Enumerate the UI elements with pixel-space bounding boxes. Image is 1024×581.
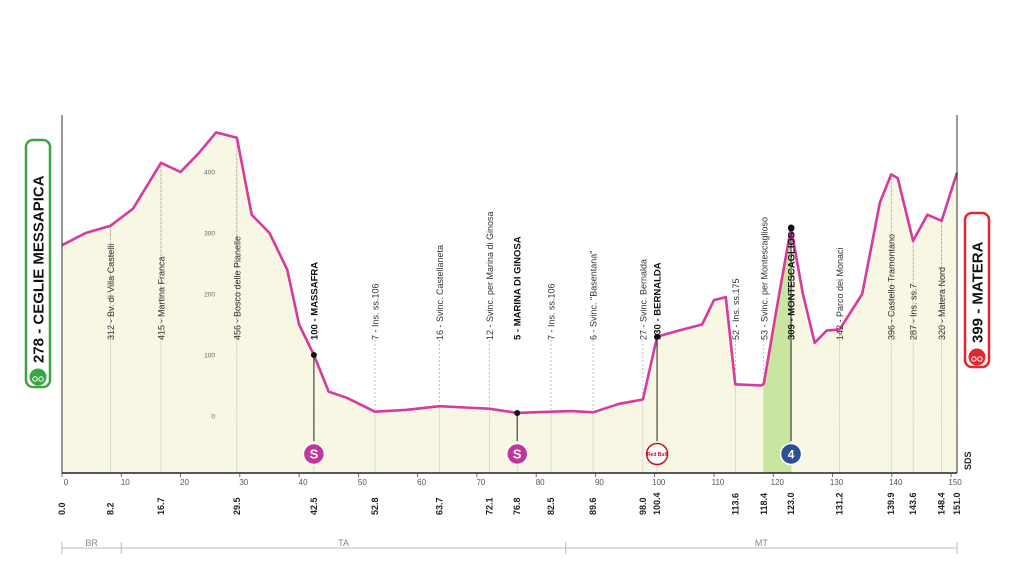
waypoint-label: 100 - MASSAFRA	[309, 262, 320, 340]
position-label: 148.4	[937, 492, 947, 515]
km-tick-label: 110	[712, 478, 725, 487]
waypoint-label: 142 - Parco dei Monaci	[835, 247, 845, 340]
km-tick-label: 40	[299, 478, 308, 487]
sprint-marker-icon	[302, 442, 326, 466]
altitude-tick-label: 300	[204, 231, 215, 238]
waypoint-label: 7 - Ins. ss.106	[546, 283, 556, 340]
position-label: 151.0	[952, 492, 962, 515]
marker-dot	[654, 333, 661, 340]
km-tick-label: 0	[64, 478, 69, 487]
waypoint-label: 53 - Svinc. per Montescaglioso	[759, 217, 769, 340]
region-label: MT	[755, 538, 768, 548]
bonus-marker-icon	[645, 442, 669, 466]
position-label: 63.7	[435, 497, 445, 515]
position-label: 131.2	[835, 492, 845, 515]
sprint-marker-icon	[505, 442, 529, 466]
position-label: 16.7	[156, 497, 166, 515]
km-tick-label: 60	[417, 478, 426, 487]
km-tick-label: 140	[889, 478, 903, 487]
waypoint-label-layer: 312 - Bv. di Villa Castelli 415 - Martina…	[106, 211, 947, 340]
waypoint-label: 415 - Martina Franca	[156, 256, 166, 340]
km-tick-label: 50	[358, 478, 367, 487]
km-tick-label: 30	[239, 478, 248, 487]
position-label: 98.0	[638, 497, 648, 515]
km-tick-label: 20	[180, 478, 189, 487]
waypoint-label: 320 - Matera Nord	[937, 267, 947, 340]
region-label: TA	[338, 538, 349, 548]
position-label: 123.0	[786, 492, 796, 515]
km-tick-label: 80	[536, 478, 545, 487]
start-bike-wheel-icon	[32, 376, 38, 382]
finish-bike-wheel-icon	[977, 356, 983, 362]
altitude-tick-label: 400	[204, 170, 215, 177]
position-label: 118.4	[759, 493, 769, 515]
climb-marker-icon	[779, 442, 803, 466]
profile-line	[61, 131, 959, 415]
position-label: 52.8	[370, 497, 380, 515]
marker-dot	[310, 352, 317, 358]
finish-bike-icon	[968, 348, 986, 366]
start-box	[24, 138, 52, 389]
km-tick-label: 90	[595, 478, 604, 487]
position-label: 89.6	[588, 497, 598, 515]
finish-box	[963, 211, 991, 369]
waypoint-label: 52 - Ins. ss.175	[731, 278, 741, 340]
profile-fill-layer	[62, 132, 957, 473]
waypoint-label: 12 - Svinc. per Marina di Ginosa	[485, 211, 495, 340]
waypoint-label: 6 - Svinc. "Basentana"	[589, 251, 599, 340]
marker-dot	[514, 409, 521, 416]
finish-bike-wheel-icon	[971, 356, 977, 362]
position-label: 72.1	[484, 497, 494, 515]
waypoint-label: 396 - Castello Tramontano	[887, 234, 897, 340]
km-tick-label: 150	[948, 478, 962, 487]
position-label: 29.5	[232, 497, 242, 515]
km-tick-label: 100	[652, 478, 666, 487]
position-label: 42.5	[309, 497, 319, 515]
climb-marker-symbol: 4	[788, 448, 795, 462]
axis-layer: 400 300 200 100 0 0 10 20 30 40 50 60 70 80 90 100 110 12…	[57, 115, 962, 515]
bonus-marker-symbol: Red Bull	[647, 452, 668, 458]
marker-layer: S S Red Bull 4	[302, 224, 803, 466]
start-bike-wheel-icon	[38, 376, 44, 382]
profile-line-layer	[61, 131, 959, 415]
marker-dot	[788, 224, 795, 231]
waypoint-label: 5 - MARINA DI GINOSA	[513, 236, 524, 340]
waypoint-label: 312 - Bv. di Villa Castelli	[106, 244, 116, 340]
position-label: 76.8	[512, 497, 522, 515]
waypoint-label: 27 - Svinc. Bernalda	[638, 259, 648, 340]
waypoint-label: 130 - BERNALDA	[653, 262, 664, 340]
sprint-marker-symbol: S	[310, 447, 319, 462]
waypoint-label: 287 - Ins. ss.7	[909, 283, 919, 340]
endpoint-layer: SDS 278 - CEGLIE MESSAPICA 399 - MATERA	[24, 138, 991, 470]
altitude-tick-label: 200	[204, 292, 215, 299]
waypoint-label: 16 - Svinc. Castellaneta	[435, 245, 445, 340]
climb-segment-area	[763, 227, 791, 473]
sprint-marker-symbol: S	[513, 447, 522, 462]
start-bike-icon	[29, 368, 47, 386]
waypoint-label: 7 - Ins. ss.106	[370, 283, 380, 340]
position-label: 100.4	[652, 492, 662, 515]
altitude-tick-label: 0	[211, 414, 215, 421]
region-label: BR	[85, 538, 98, 548]
waypoint-label: 309 - MONTESCAGLIOSO	[787, 224, 798, 340]
km-tick-label: 120	[771, 478, 785, 487]
position-label: 113.6	[730, 493, 740, 515]
waypoint-label: 456 - Bosco delle Pianelle	[232, 236, 242, 340]
km-tick-label: 70	[476, 478, 485, 487]
position-label: 82.5	[546, 497, 556, 515]
position-label: 139.9	[886, 492, 896, 515]
finish-label: 399 - MATERA	[970, 241, 987, 343]
position-label: 0.0	[57, 502, 67, 515]
start-label: 278 - CEGLIE MESSAPICA	[31, 175, 48, 363]
position-label: 8.2	[106, 502, 116, 515]
region-layer: BR TA MT	[61, 538, 958, 554]
position-label: 143.6	[908, 492, 918, 515]
altitude-tick-label: 100	[204, 353, 215, 360]
sds-label: SDS	[963, 451, 973, 470]
km-tick-label: 10	[121, 478, 130, 487]
profile-area	[62, 132, 957, 473]
km-tick-label: 130	[830, 478, 844, 487]
